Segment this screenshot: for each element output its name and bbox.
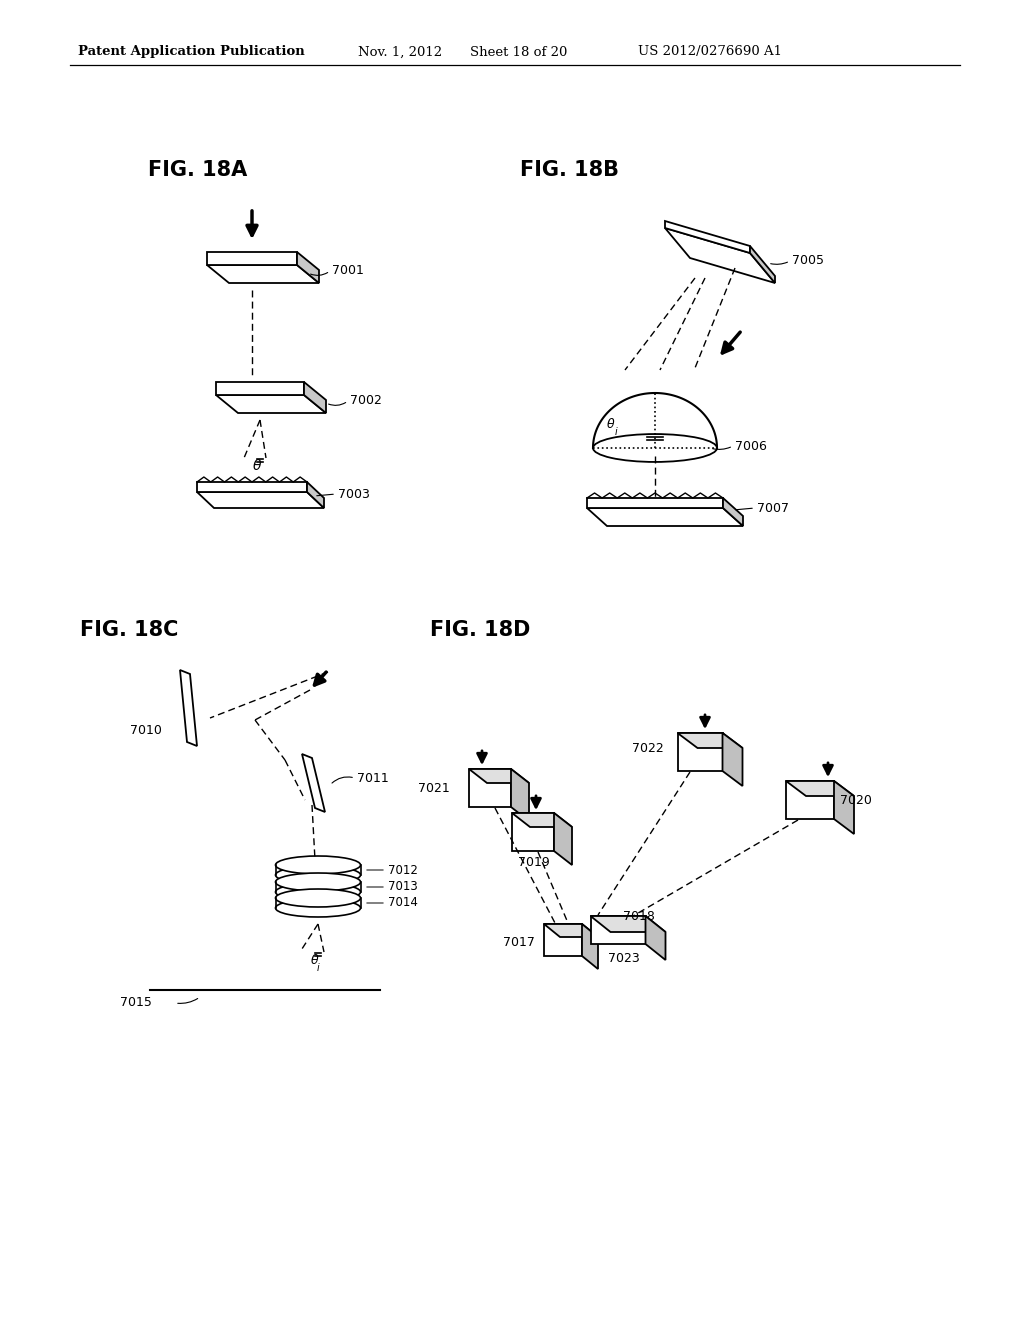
Text: FIG. 18A: FIG. 18A bbox=[148, 160, 247, 180]
Text: 7010: 7010 bbox=[130, 723, 162, 737]
Polygon shape bbox=[587, 508, 743, 525]
Text: Nov. 1, 2012: Nov. 1, 2012 bbox=[358, 45, 442, 58]
Polygon shape bbox=[207, 265, 319, 282]
Text: 7019: 7019 bbox=[518, 855, 550, 869]
Ellipse shape bbox=[275, 883, 360, 902]
Polygon shape bbox=[591, 916, 645, 944]
Polygon shape bbox=[678, 733, 723, 771]
Polygon shape bbox=[512, 813, 572, 828]
Ellipse shape bbox=[275, 888, 360, 907]
Polygon shape bbox=[304, 381, 326, 413]
Text: 7023: 7023 bbox=[608, 952, 640, 965]
Polygon shape bbox=[591, 916, 666, 932]
Polygon shape bbox=[665, 228, 775, 282]
Text: 7013: 7013 bbox=[388, 880, 418, 894]
Text: 7021: 7021 bbox=[418, 781, 450, 795]
Polygon shape bbox=[469, 770, 529, 783]
Polygon shape bbox=[544, 924, 598, 937]
Text: 7012: 7012 bbox=[388, 863, 418, 876]
Polygon shape bbox=[786, 781, 834, 818]
Text: 7017: 7017 bbox=[503, 936, 535, 949]
Polygon shape bbox=[834, 781, 854, 834]
Polygon shape bbox=[197, 482, 307, 492]
Polygon shape bbox=[587, 498, 723, 508]
Polygon shape bbox=[216, 395, 326, 413]
Ellipse shape bbox=[275, 855, 360, 874]
Text: 7020: 7020 bbox=[840, 793, 871, 807]
Polygon shape bbox=[207, 252, 297, 265]
Text: FIG. 18D: FIG. 18D bbox=[430, 620, 530, 640]
Text: 7014: 7014 bbox=[388, 896, 418, 909]
Polygon shape bbox=[750, 246, 775, 282]
Text: θ: θ bbox=[607, 418, 614, 432]
Text: 7018: 7018 bbox=[623, 909, 655, 923]
Text: Sheet 18 of 20: Sheet 18 of 20 bbox=[470, 45, 567, 58]
Polygon shape bbox=[665, 220, 750, 253]
Text: 7006: 7006 bbox=[735, 440, 767, 453]
Polygon shape bbox=[469, 770, 511, 807]
Text: i: i bbox=[317, 964, 319, 973]
Text: 7007: 7007 bbox=[757, 502, 790, 515]
Polygon shape bbox=[512, 813, 554, 851]
Text: FIG. 18B: FIG. 18B bbox=[520, 160, 618, 180]
Polygon shape bbox=[544, 924, 582, 956]
Polygon shape bbox=[723, 733, 742, 785]
Text: 7005: 7005 bbox=[792, 255, 824, 268]
Text: FIG. 18C: FIG. 18C bbox=[80, 620, 178, 640]
Polygon shape bbox=[307, 482, 324, 508]
Polygon shape bbox=[678, 733, 742, 748]
Polygon shape bbox=[302, 754, 325, 812]
Text: θ: θ bbox=[253, 459, 261, 473]
Ellipse shape bbox=[275, 899, 360, 917]
Text: 7003: 7003 bbox=[338, 487, 370, 500]
Polygon shape bbox=[645, 916, 666, 960]
Polygon shape bbox=[786, 781, 854, 796]
Polygon shape bbox=[554, 813, 572, 865]
Polygon shape bbox=[511, 770, 529, 821]
Text: US 2012/0276690 A1: US 2012/0276690 A1 bbox=[638, 45, 782, 58]
Text: 7002: 7002 bbox=[350, 395, 382, 408]
Polygon shape bbox=[582, 924, 598, 969]
Text: θ: θ bbox=[311, 954, 318, 968]
Polygon shape bbox=[297, 252, 319, 282]
Polygon shape bbox=[180, 671, 197, 746]
Polygon shape bbox=[197, 492, 324, 508]
Polygon shape bbox=[216, 381, 304, 395]
Text: 7001: 7001 bbox=[332, 264, 364, 277]
Polygon shape bbox=[723, 498, 743, 525]
Text: 7011: 7011 bbox=[357, 771, 389, 784]
Text: 7022: 7022 bbox=[632, 742, 664, 755]
Text: 7015: 7015 bbox=[120, 997, 152, 1010]
Text: i: i bbox=[615, 426, 617, 437]
Ellipse shape bbox=[593, 434, 717, 462]
Text: Patent Application Publication: Patent Application Publication bbox=[78, 45, 305, 58]
Ellipse shape bbox=[275, 866, 360, 884]
Ellipse shape bbox=[275, 873, 360, 891]
